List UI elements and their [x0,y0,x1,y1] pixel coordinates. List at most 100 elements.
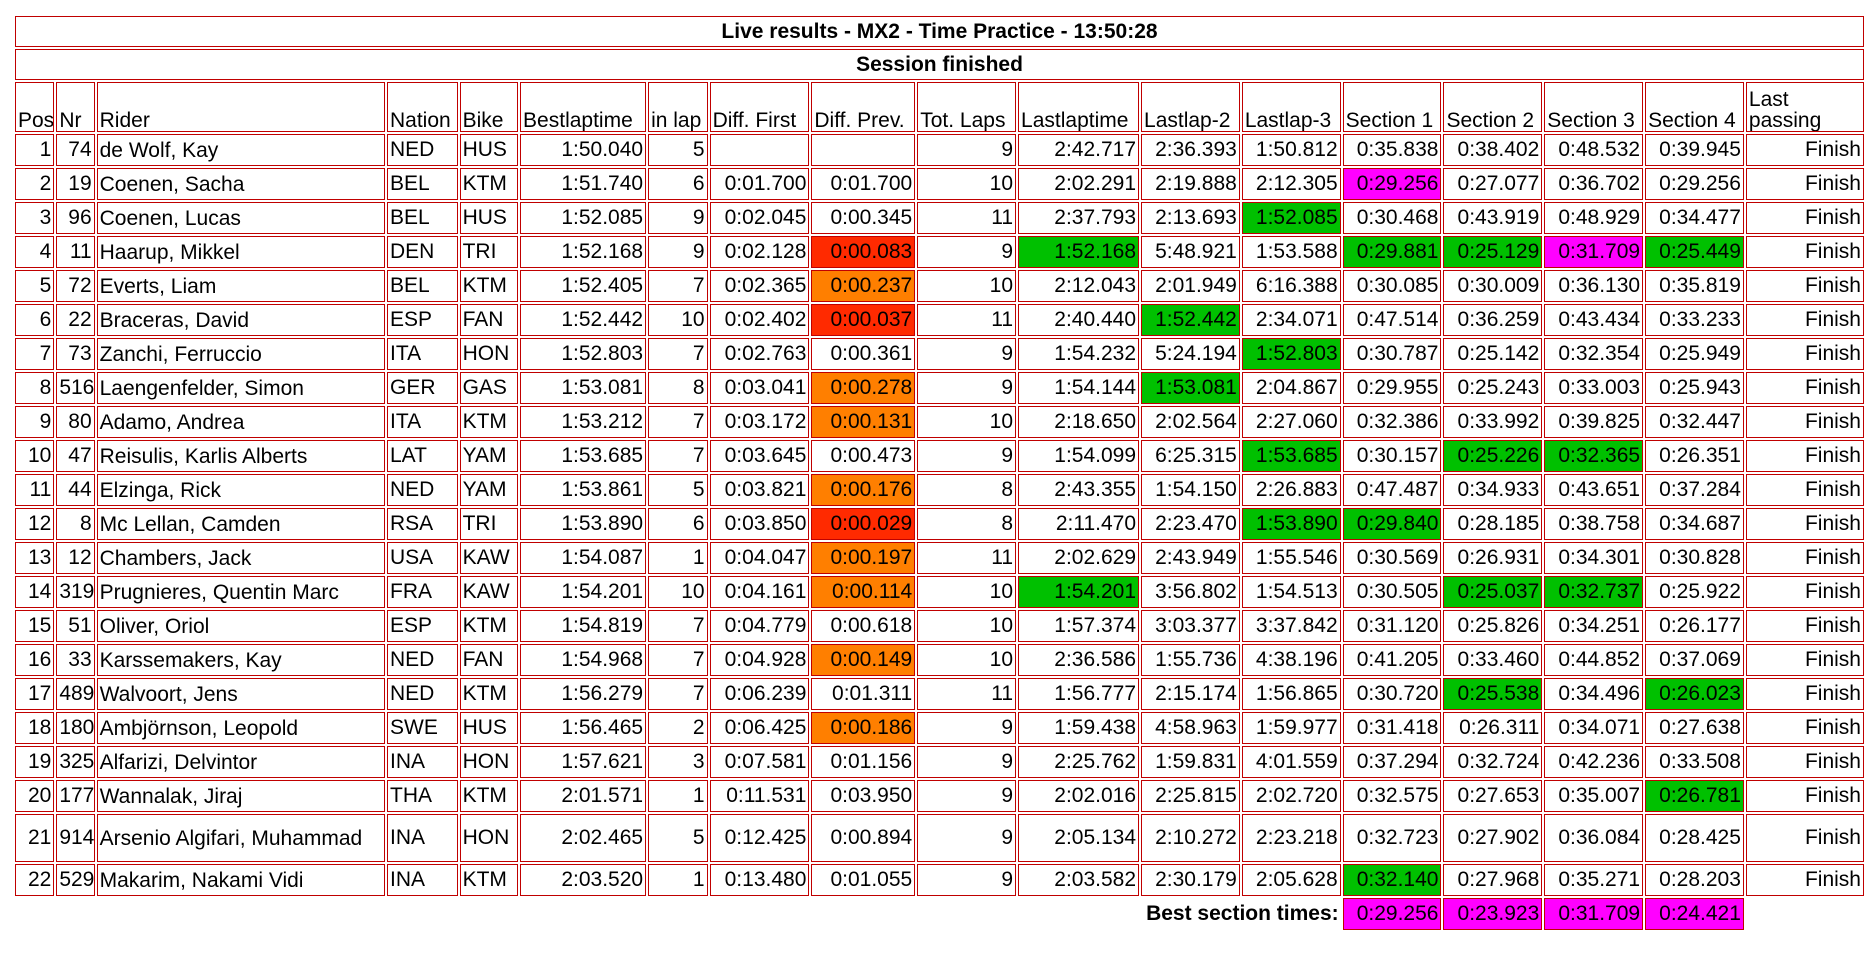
cell-nr: 325 [56,746,95,778]
cell-diff-first: 0:04.161 [709,576,810,608]
cell-bike: HUS [459,712,519,744]
cell-diff-first: 0:02.128 [709,236,810,268]
cell-lastlaptime: 1:54.144 [1018,372,1140,404]
cell-nr: 180 [56,712,95,744]
cell-lastlaptime: 1:54.099 [1018,440,1140,472]
cell-in-lap: 7 [648,270,708,302]
cell-nation: BEL [387,168,458,200]
cell-tot-laps: 9 [917,372,1017,404]
cell-bestlaptime: 1:54.968 [520,644,647,676]
col-header-lastlap-2: Lastlap-2 [1141,82,1240,132]
cell-section-2: 0:34.933 [1443,474,1543,506]
table-row: 3 96 Coenen, Lucas BEL HUS 1:52.085 9 0:02.045 0… [15,202,1864,234]
cell-nr: 11 [56,236,95,268]
cell-pos: 8 [15,372,55,404]
cell-nation: LAT [387,440,458,472]
cell-in-lap: 8 [648,372,708,404]
cell-nation: NED [387,474,458,506]
cell-in-lap: 2 [648,712,708,744]
cell-section-4: 0:25.449 [1645,236,1744,268]
cell-lastlap-3: 1:53.588 [1241,236,1341,268]
cell-nr: 19 [56,168,95,200]
cell-tot-laps: 11 [917,202,1017,234]
cell-pos: 13 [15,542,55,574]
cell-last-passing: Finish [1745,644,1864,676]
cell-bike: YAM [459,474,519,506]
cell-nr: 529 [56,864,95,896]
cell-last-passing: Finish [1745,814,1864,862]
cell-pos: 5 [15,270,55,302]
cell-diff-prev: 0:00.473 [811,440,916,472]
cell-section-4: 0:26.781 [1645,780,1744,812]
cell-section-2: 0:25.129 [1443,236,1543,268]
cell-section-2: 0:27.902 [1443,814,1543,862]
cell-diff-prev: 0:00.361 [811,338,916,370]
cell-section-1: 0:41.205 [1342,644,1442,676]
cell-bestlaptime: 1:51.740 [520,168,647,200]
cell-lastlap-3: 1:55.546 [1241,542,1341,574]
cell-pos: 20 [15,780,55,812]
cell-lastlap-3: 2:05.628 [1241,864,1341,896]
best-sections-label: Best section times: [1146,902,1339,925]
cell-bike: YAM [459,440,519,472]
cell-pos: 17 [15,678,55,710]
cell-diff-prev: 0:00.278 [811,372,916,404]
cell-lastlaptime: 1:59.438 [1018,712,1140,744]
cell-bike: GAS [459,372,519,404]
col-header-diff-prev: Diff. Prev. [811,82,916,132]
cell-section-1: 0:32.575 [1342,780,1442,812]
cell-lastlaptime: 2:36.586 [1018,644,1140,676]
cell-section-4: 0:33.233 [1645,304,1744,336]
cell-lastlap-2: 1:54.150 [1141,474,1240,506]
cell-bestlaptime: 2:03.520 [520,864,647,896]
cell-in-lap: 9 [648,202,708,234]
cell-diff-prev: 0:01.156 [811,746,916,778]
cell-rider: Chambers, Jack [96,542,385,574]
cell-lastlaptime: 2:43.355 [1018,474,1140,506]
cell-bestlaptime: 1:53.861 [520,474,647,506]
cell-pos: 1 [15,134,55,166]
cell-section-4: 0:25.922 [1645,576,1744,608]
cell-section-3: 0:36.702 [1544,168,1644,200]
cell-rider: Reisulis, Karlis Alberts [96,440,385,472]
header-row: Pos Nr Rider Nation Bike Bestlaptime in … [15,82,1864,132]
cell-nation: ESP [387,610,458,642]
cell-bike: KTM [459,780,519,812]
cell-in-lap: 1 [648,542,708,574]
cell-pos: 12 [15,508,55,540]
cell-nr: 8 [56,508,95,540]
table-row: 20 177 Wannalak, Jiraj THA KTM 2:01.571 1 0:11.… [15,780,1864,812]
col-header-in-lap: in lap [648,82,708,132]
cell-last-passing: Finish [1745,542,1864,574]
cell-section-2: 0:30.009 [1443,270,1543,302]
cell-diff-first: 0:03.821 [709,474,810,506]
cell-pos: 10 [15,440,55,472]
results-panel: Live results - MX2 - Time Practice - 13:… [13,14,1866,932]
cell-diff-prev: 0:00.114 [811,576,916,608]
cell-tot-laps: 9 [917,746,1017,778]
cell-lastlap-3: 1:53.890 [1241,508,1341,540]
cell-diff-first: 0:13.480 [709,864,810,896]
cell-bestlaptime: 1:56.465 [520,712,647,744]
cell-rider: Laengenfelder, Simon [96,372,385,404]
cell-nation: DEN [387,236,458,268]
cell-section-3: 0:32.365 [1544,440,1644,472]
cell-lastlap-3: 4:38.196 [1241,644,1341,676]
cell-tot-laps: 9 [917,814,1017,862]
cell-bestlaptime: 1:56.279 [520,678,647,710]
cell-lastlap-3: 2:12.305 [1241,168,1341,200]
cell-in-lap: 6 [648,168,708,200]
cell-diff-first: 0:01.700 [709,168,810,200]
cell-bike: KTM [459,270,519,302]
cell-section-1: 0:30.569 [1342,542,1442,574]
cell-section-4: 0:37.284 [1645,474,1744,506]
cell-lastlap-3: 2:04.867 [1241,372,1341,404]
cell-pos: 18 [15,712,55,744]
cell-last-passing: Finish [1745,474,1864,506]
cell-section-2: 0:25.538 [1443,678,1543,710]
cell-section-3: 0:31.709 [1544,236,1644,268]
cell-lastlap-2: 6:25.315 [1141,440,1240,472]
cell-section-3: 0:35.007 [1544,780,1644,812]
cell-section-1: 0:29.881 [1342,236,1442,268]
cell-bestlaptime: 1:50.040 [520,134,647,166]
